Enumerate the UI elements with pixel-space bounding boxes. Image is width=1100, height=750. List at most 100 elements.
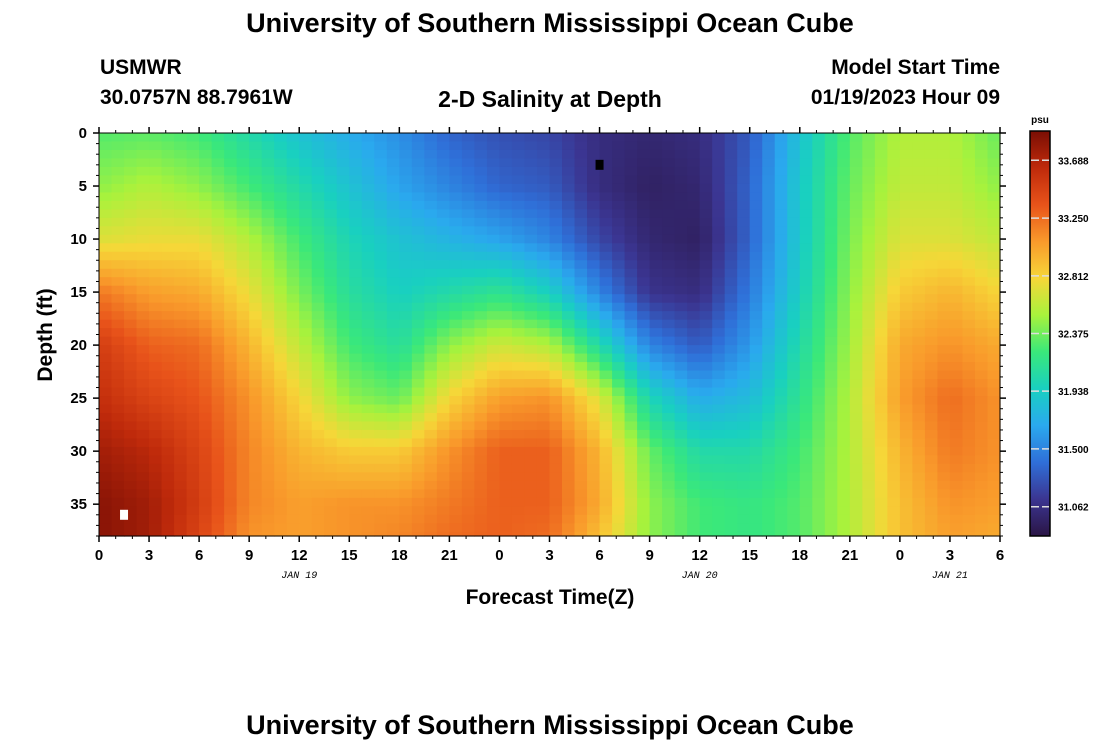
heatmap-cell [274,209,288,219]
heatmap-cell [536,455,551,465]
heatmap-cell [274,362,288,372]
heatmap-cell [912,345,926,355]
heatmap-cell [574,387,588,397]
heatmap-cell [749,133,763,143]
heatmap-cell [562,345,576,355]
heatmap-cell [624,192,638,202]
heatmap-cell [587,345,601,355]
heatmap-cell [336,234,350,244]
heatmap-cell [899,285,913,295]
heatmap-cell [574,379,588,389]
heatmap-cell [799,353,813,363]
heatmap-cell [536,463,551,473]
heatmap-cell [949,345,964,355]
heatmap-cell [361,302,375,312]
heatmap-cell [712,209,726,219]
heatmap-cell [649,531,663,537]
heatmap-cell [286,311,300,321]
heatmap-cell [274,268,288,278]
heatmap-cell [774,209,788,219]
heatmap-cell [299,506,313,516]
heatmap-cell [399,523,413,533]
heatmap-cell [587,234,601,244]
heatmap-cell [349,438,363,448]
heatmap-cell [774,319,788,329]
heatmap-cell [599,421,613,431]
heatmap-cell [161,370,175,380]
heatmap-cell [662,149,676,160]
heatmap-cell [424,141,438,151]
heatmap-cell [286,166,300,177]
heatmap-cell [299,328,313,338]
heatmap-cell [336,217,350,227]
heatmap-cell [124,497,138,507]
heatmap-cell [799,302,813,312]
heatmap-cell [286,192,300,202]
heatmap-cell [812,243,826,253]
heatmap-cell [286,531,300,537]
heatmap-cell [324,446,338,456]
heatmap-cell [574,328,588,338]
heatmap-cell [637,379,651,389]
heatmap-cell [224,345,238,355]
heatmap-cell [486,149,501,160]
heatmap-cell [599,531,613,537]
heatmap-cell [949,506,964,516]
heatmap-cell [849,260,863,270]
heatmap-cell [499,523,513,533]
heatmap-cell [662,362,676,372]
heatmap-cell [349,158,363,168]
heatmap-cell [324,396,338,406]
heatmap-cell [974,404,989,414]
heatmap-cell [687,497,701,507]
heatmap-cell [549,446,563,456]
heatmap-cell [637,149,651,160]
heatmap-cell [524,379,538,389]
heatmap-cell [774,311,788,321]
heatmap-cell [712,328,726,338]
heatmap-cell [399,311,413,321]
heatmap-cell [199,387,213,397]
heatmap-cell [649,446,663,456]
heatmap-cell [749,183,763,193]
heatmap-cell [574,421,588,431]
heatmap-cell [599,362,613,372]
heatmap-cell [899,404,913,414]
heatmap-cell [149,243,163,253]
heatmap-cell [349,396,363,406]
heatmap-cell [174,446,188,456]
heatmap-cell [111,226,125,236]
heatmap-cell [987,387,1001,397]
heatmap-cell [374,497,388,507]
heatmap-cell [524,209,538,219]
heatmap-cell [912,133,926,143]
heatmap-cell [511,234,526,244]
heatmap-cell [937,328,951,338]
heatmap-cell [99,200,113,210]
heatmap-cell [424,429,438,440]
heatmap-cell [599,260,613,270]
heatmap-cell [399,175,413,185]
heatmap-cell [311,446,325,456]
heatmap-cell [124,311,138,321]
heatmap-cell [311,480,325,490]
x-tick-label: 0 [896,547,904,564]
heatmap-cell [311,141,325,151]
heatmap-cell [124,489,138,499]
heatmap-cell [136,311,150,321]
heatmap-cell [812,175,826,185]
heatmap-cell [161,209,175,219]
heatmap-cell [411,379,425,389]
heatmap-cell [862,362,876,372]
heatmap-cell [449,396,463,406]
heatmap-cell [261,379,275,389]
heatmap-cell [687,362,701,372]
heatmap-cell [612,141,626,151]
heatmap-cell [887,438,901,448]
heatmap-cell [687,149,701,160]
heatmap-cell [361,514,375,524]
heatmap-cell [486,489,501,499]
heatmap-cell [774,243,788,253]
heatmap-cell [324,472,338,482]
heatmap-cell [174,506,188,516]
